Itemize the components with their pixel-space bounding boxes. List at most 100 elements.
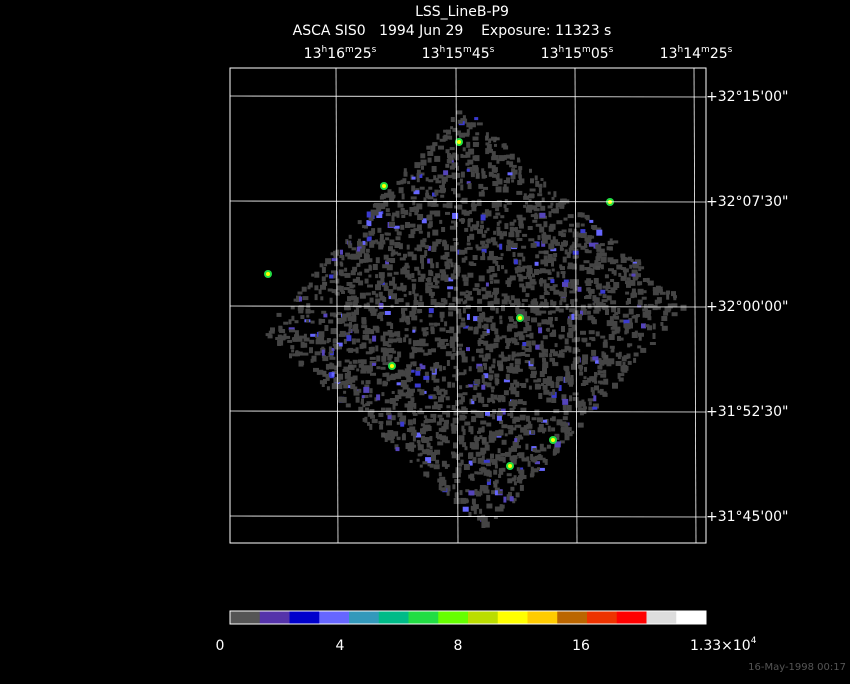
pixel: [514, 436, 520, 442]
pixel: [543, 221, 548, 228]
dec-grid-line: [229, 200, 707, 203]
pixel: [554, 433, 560, 437]
pixel: [449, 156, 454, 161]
pixel: [486, 422, 492, 427]
pixel: [548, 391, 553, 396]
colorbar-cell: [497, 611, 528, 624]
pixel: [476, 200, 482, 206]
pixel: [507, 172, 513, 176]
pixel: [370, 209, 377, 216]
pixel: [558, 291, 563, 297]
dec-label: +32°15'00": [706, 89, 788, 105]
pixel: [374, 397, 378, 402]
pixel: [550, 417, 553, 421]
pixel: [544, 390, 550, 394]
pixel: [438, 339, 445, 345]
pixel: [491, 458, 498, 465]
pixel: [513, 219, 517, 223]
pixel: [380, 203, 386, 210]
pixel: [339, 285, 344, 292]
pixel: [423, 352, 429, 356]
pixel: [432, 243, 437, 250]
pixel: [506, 368, 510, 373]
pixel: [390, 348, 395, 353]
pixel: [340, 262, 344, 267]
pixel: [442, 366, 446, 371]
pixel: [391, 215, 395, 222]
pixel: [462, 442, 467, 448]
pixel: [422, 451, 429, 455]
pixel: [591, 319, 597, 325]
pixel: [361, 245, 366, 249]
pixel: [520, 266, 526, 272]
pixel: [364, 268, 370, 273]
pixel: [384, 311, 391, 315]
pixel: [508, 316, 514, 320]
pixel: [511, 164, 517, 168]
pixel: [588, 290, 592, 297]
pixel: [528, 304, 534, 308]
pixel: [396, 231, 401, 236]
pixel: [343, 287, 350, 291]
pixel: [375, 284, 381, 291]
pixel: [563, 240, 567, 244]
pixel: [347, 254, 354, 260]
pixel: [592, 406, 598, 410]
pixel: [405, 317, 410, 323]
pixel: [472, 155, 476, 161]
pixel: [501, 265, 504, 270]
pixel: [547, 425, 551, 432]
pixel: [531, 417, 537, 421]
pixel: [366, 302, 370, 308]
pixel: [468, 426, 474, 433]
pixel: [521, 298, 528, 302]
pixel: [501, 453, 507, 456]
pixel: [627, 360, 632, 365]
pixel: [375, 239, 378, 243]
pixel: [501, 305, 505, 312]
pixel: [482, 316, 486, 320]
pixel: [498, 456, 505, 462]
pixel: [427, 151, 434, 156]
pixel: [481, 426, 485, 433]
pixel: [427, 258, 433, 264]
pixel: [528, 276, 532, 280]
pixel: [499, 504, 505, 509]
pixel: [428, 322, 434, 326]
pixel: [473, 386, 478, 391]
pixel: [463, 464, 470, 470]
pixel: [417, 248, 422, 252]
pixel: [538, 352, 545, 358]
pixel: [423, 390, 427, 394]
pixel: [447, 157, 452, 164]
pixel: [495, 174, 499, 180]
pixel: [596, 284, 602, 290]
pixel: [397, 200, 401, 204]
pixel: [437, 478, 443, 483]
pixel: [468, 490, 475, 496]
pixel: [578, 314, 583, 321]
pixel: [344, 305, 350, 311]
pixel: [657, 288, 663, 293]
pixel: [425, 282, 429, 286]
pixel: [525, 293, 530, 298]
pixel: [426, 282, 433, 286]
pixel: [544, 300, 548, 306]
dec-label: +32°00'00": [706, 299, 788, 315]
pixel: [519, 469, 525, 476]
pixel: [412, 347, 418, 353]
pixel: [407, 390, 414, 397]
pixel: [481, 517, 487, 522]
pixel: [346, 312, 352, 317]
pixel: [496, 226, 501, 232]
pixel: [395, 236, 401, 241]
pixel: [344, 272, 351, 278]
pixel: [466, 242, 471, 246]
pixel: [466, 313, 470, 320]
pixel: [420, 365, 426, 370]
pixel: [552, 358, 555, 364]
pixel: [538, 454, 542, 458]
pixel: [472, 136, 479, 141]
pixel: [407, 445, 413, 452]
pixel: [323, 379, 327, 384]
